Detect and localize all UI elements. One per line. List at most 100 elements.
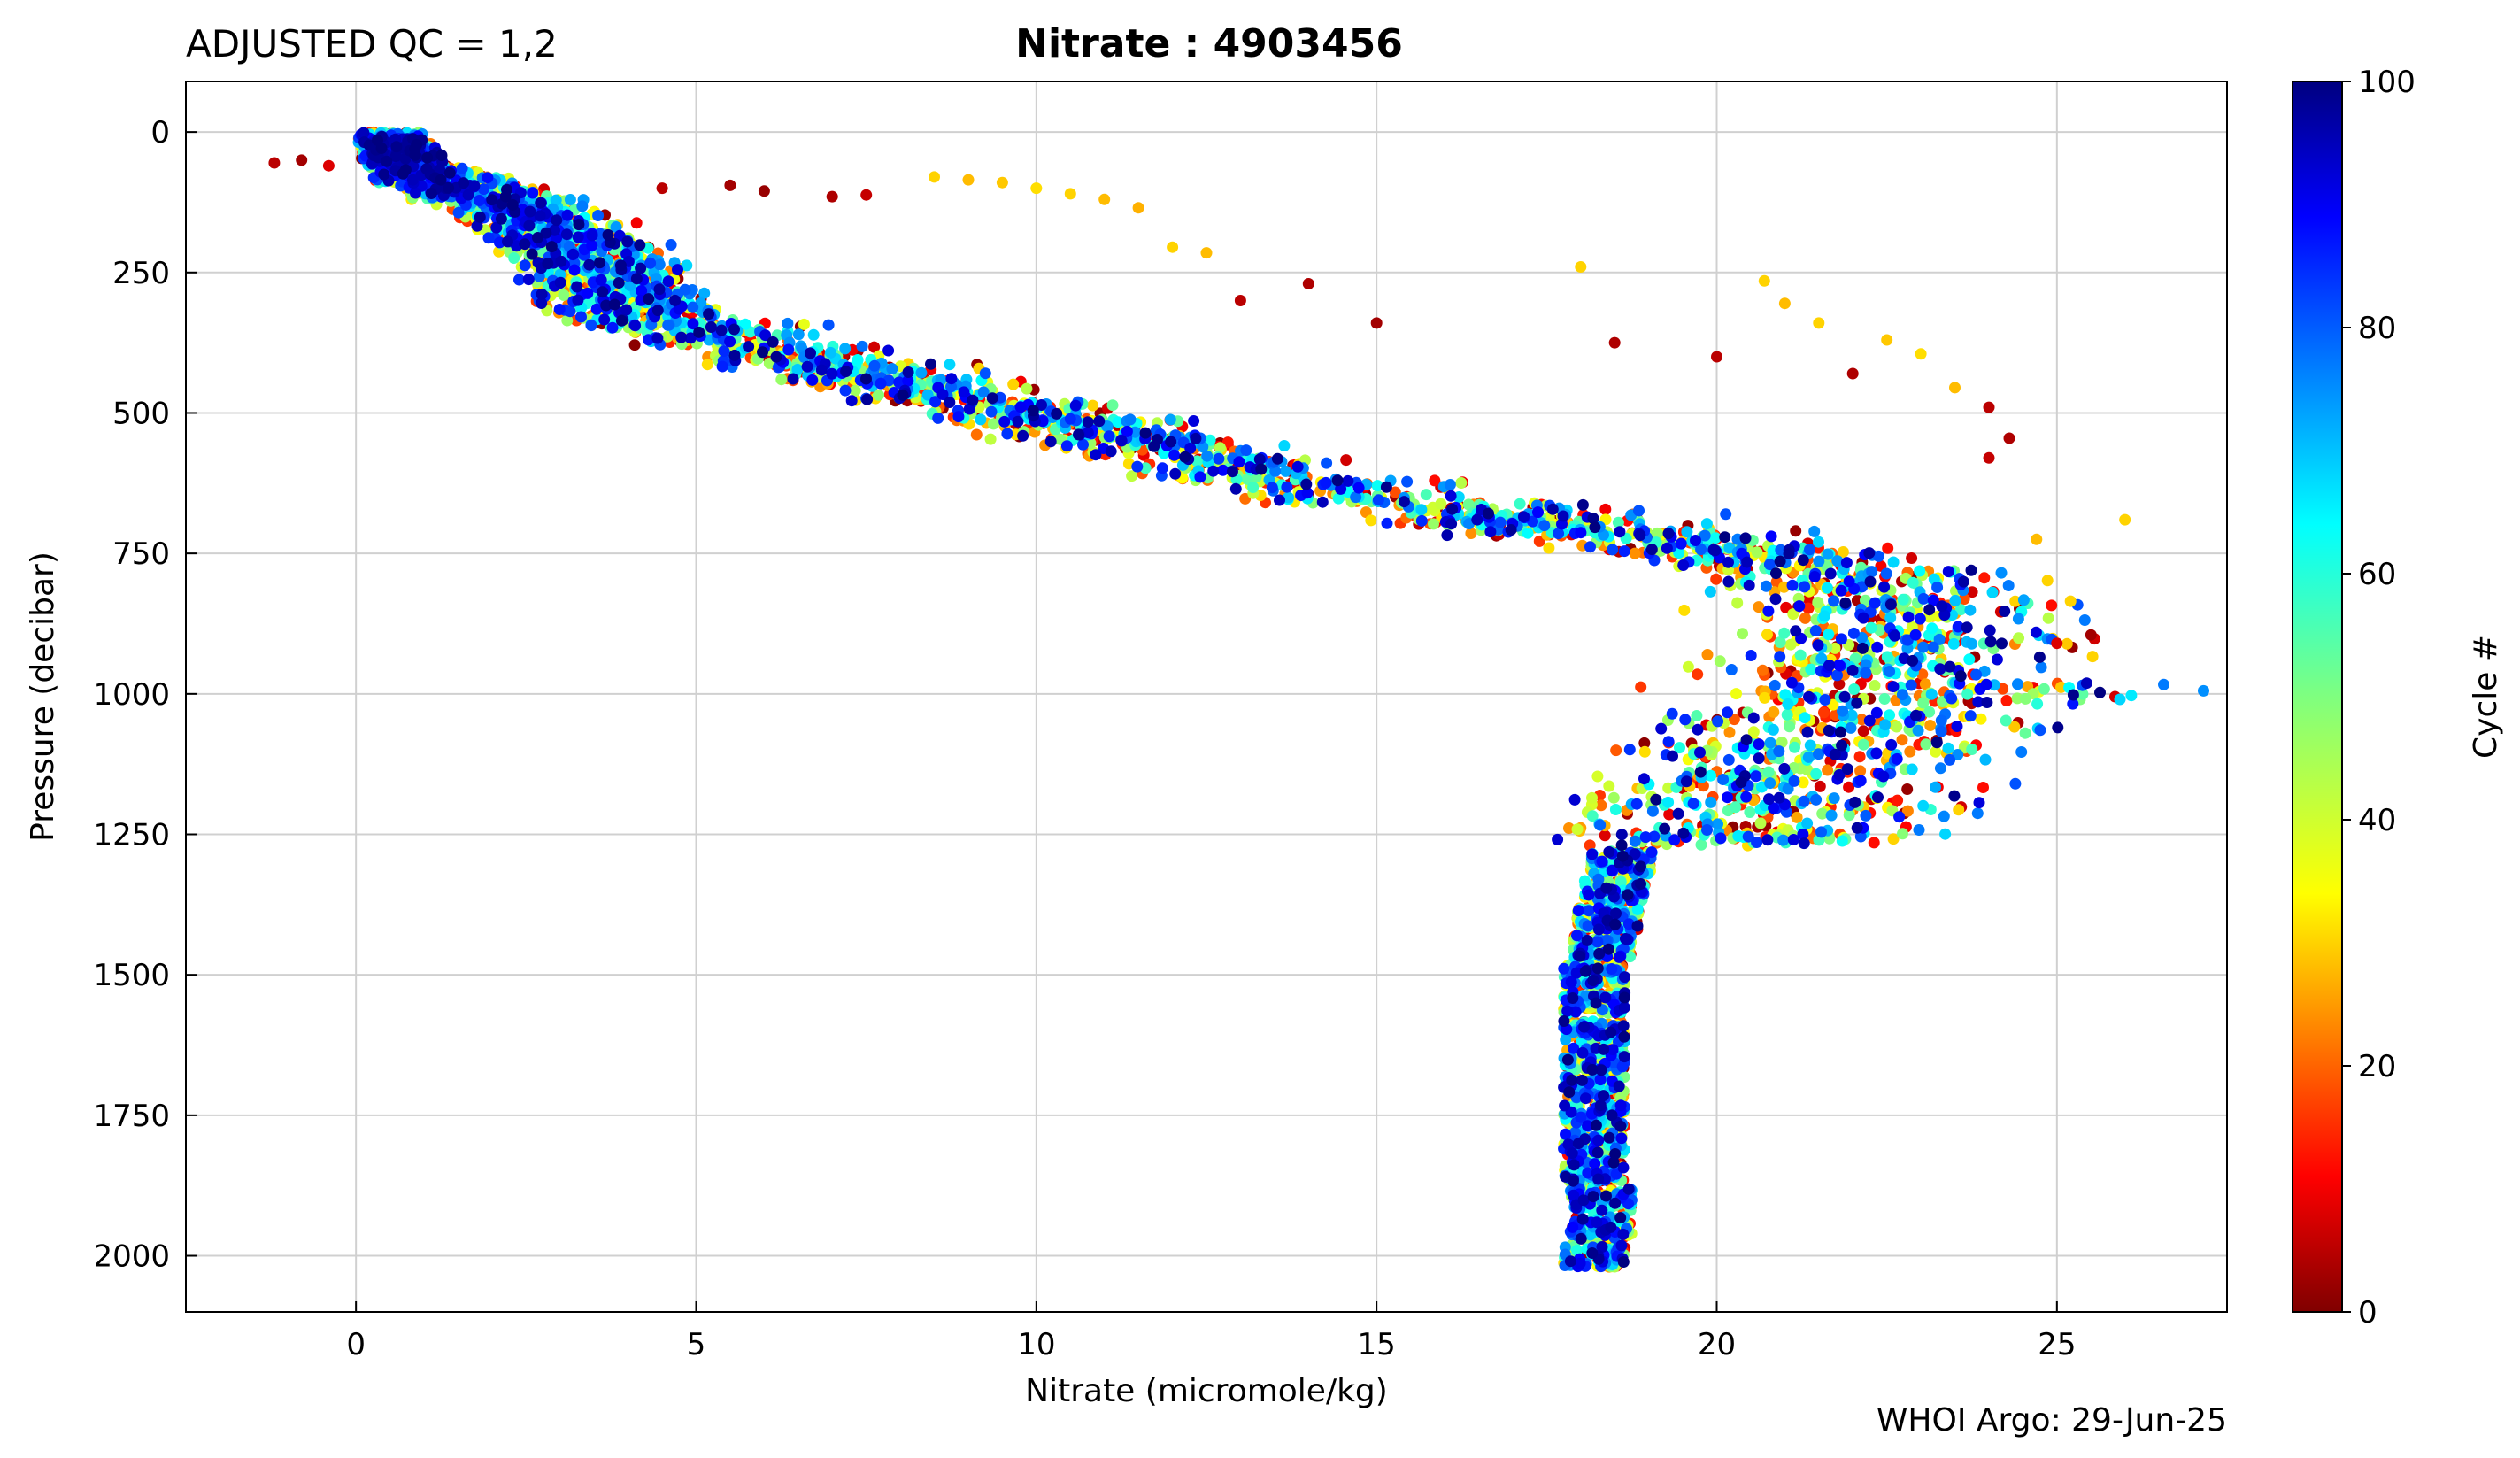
data-point	[1854, 830, 1867, 843]
data-point	[2086, 651, 2099, 663]
data-point	[1917, 641, 1930, 653]
data-point	[1848, 683, 1861, 695]
data-point	[822, 319, 835, 331]
data-point	[1280, 465, 1292, 477]
data-point	[1682, 660, 1694, 673]
data-point	[1465, 528, 1477, 539]
data-point	[1415, 504, 1428, 516]
data-point	[1788, 775, 1800, 787]
data-point	[1884, 612, 1897, 624]
data-point	[1837, 705, 1849, 717]
data-point	[1710, 573, 1722, 585]
data-point	[561, 314, 574, 327]
data-point	[798, 318, 810, 330]
data-point	[1594, 819, 1607, 831]
data-point	[1651, 527, 1663, 539]
data-point	[975, 413, 987, 426]
data-point	[1712, 715, 1724, 728]
data-point	[1595, 799, 1607, 812]
data-point	[1822, 548, 1834, 560]
data-point	[977, 386, 990, 398]
data-point	[1603, 780, 1615, 792]
data-point	[868, 359, 881, 372]
data-point	[1607, 791, 1620, 804]
data-point	[1646, 805, 1659, 817]
data-point	[1906, 763, 1918, 775]
data-point	[2031, 698, 2044, 710]
data-point	[1958, 593, 1970, 606]
data-point	[1429, 474, 1441, 487]
data-point	[807, 328, 820, 341]
data-point	[2078, 614, 2091, 626]
data-point	[2198, 684, 2209, 697]
data-point	[1610, 744, 1622, 757]
data-point	[1389, 486, 1401, 498]
data-point	[2002, 580, 2015, 591]
data-point	[1106, 399, 1119, 412]
data-point	[1753, 601, 1765, 613]
data-point	[1609, 804, 1622, 815]
data-point	[1247, 482, 1260, 493]
data-point	[550, 194, 562, 206]
data-point	[739, 318, 751, 330]
data-point	[1963, 653, 1976, 666]
data-point	[1239, 492, 1252, 505]
data-point	[1762, 766, 1775, 778]
data-point	[2114, 693, 2126, 706]
data-point	[1815, 652, 1828, 665]
data-point	[1814, 780, 1826, 792]
data-point	[1860, 809, 1872, 822]
data-point	[1751, 546, 1763, 559]
data-point	[2038, 683, 2050, 695]
data-point	[1007, 378, 1020, 390]
data-point	[1802, 751, 1815, 763]
data-point	[1833, 678, 1846, 690]
data-point	[1816, 807, 1829, 820]
data-point	[1815, 826, 1827, 838]
chart-title-left: ADJUSTED QC = 1,2	[186, 22, 558, 66]
data-point	[1332, 492, 1345, 505]
data-point	[1278, 440, 1291, 451]
data-point	[681, 259, 693, 272]
data-point	[1966, 637, 1977, 650]
data-point	[1778, 627, 1791, 639]
data-point	[1810, 768, 1823, 780]
data-point	[1975, 713, 1987, 725]
data-point	[1538, 520, 1551, 532]
data-point	[592, 210, 605, 221]
data-point	[1730, 688, 1742, 700]
data-point	[1804, 739, 1816, 752]
data-point	[1813, 536, 1824, 548]
data-point	[1988, 679, 2000, 691]
data-point	[1805, 663, 1817, 675]
data-point	[1927, 641, 1939, 653]
data-point	[1920, 738, 1932, 751]
data-point	[1896, 689, 1908, 701]
data-point	[1586, 810, 1599, 822]
data-point	[2077, 688, 2089, 700]
data-point	[2158, 678, 2169, 690]
data-point	[1809, 625, 1822, 636]
data-point	[1709, 532, 1722, 544]
data-point	[1917, 697, 1930, 709]
data-point	[1892, 794, 1904, 806]
data-point	[970, 428, 983, 441]
data-point	[1923, 706, 1936, 718]
data-point	[1701, 649, 1714, 660]
data-point	[1897, 828, 1908, 840]
data-point	[1901, 805, 1914, 817]
data-point	[1633, 505, 1645, 517]
data-point	[1913, 824, 1925, 836]
data-point	[1919, 678, 1931, 690]
data-point	[2012, 678, 2023, 690]
data-point	[1857, 738, 1869, 751]
data-point	[662, 319, 674, 331]
data-point	[1813, 555, 1825, 567]
data-point	[1849, 652, 1861, 665]
data-point	[1961, 688, 1974, 700]
data-point	[1896, 734, 1908, 746]
data-point	[1635, 681, 1647, 693]
data-point	[1797, 776, 1809, 789]
data-point	[1912, 724, 1924, 737]
